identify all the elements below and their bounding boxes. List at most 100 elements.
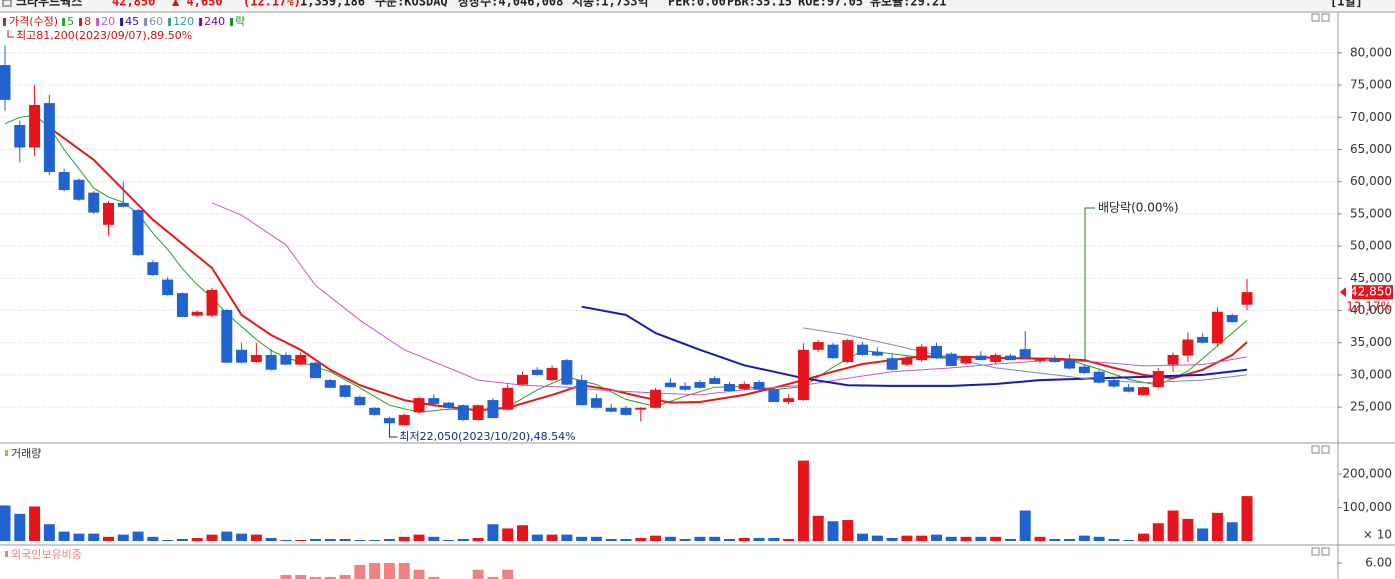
candle-body bbox=[531, 369, 543, 375]
candle-body bbox=[1123, 387, 1135, 392]
candle-body bbox=[753, 382, 765, 390]
candle-body bbox=[295, 354, 307, 365]
candle-body bbox=[310, 362, 321, 379]
bar bbox=[295, 539, 307, 541]
bar bbox=[295, 575, 307, 579]
candle-body bbox=[635, 407, 647, 410]
legend-label: 8 bbox=[84, 15, 91, 28]
bar bbox=[797, 460, 809, 541]
bar bbox=[901, 535, 913, 541]
candle-body bbox=[1064, 360, 1076, 369]
candle-body bbox=[73, 179, 85, 200]
bar bbox=[1078, 535, 1090, 541]
panel-button[interactable] bbox=[1321, 13, 1330, 22]
candle-body bbox=[162, 279, 174, 296]
bar bbox=[812, 515, 824, 541]
candle-body bbox=[354, 396, 366, 406]
candle-body bbox=[724, 383, 735, 392]
bar bbox=[354, 565, 366, 579]
candle-body bbox=[206, 289, 218, 316]
bar bbox=[428, 577, 440, 579]
info-bar bbox=[0, 0, 1395, 11]
bar bbox=[339, 538, 351, 541]
candle-body bbox=[901, 358, 913, 365]
legend-label: 120 bbox=[173, 15, 194, 28]
y-tick-label: 60,000 bbox=[1350, 174, 1392, 188]
candle-body bbox=[236, 349, 248, 363]
candle-body bbox=[783, 398, 795, 402]
y-tick-label: 45,000 bbox=[1350, 271, 1392, 285]
volume: 1,359,186 bbox=[300, 0, 365, 9]
bar bbox=[1226, 522, 1238, 541]
bar bbox=[1004, 538, 1016, 541]
candle-body bbox=[1182, 339, 1194, 356]
candle-body bbox=[694, 382, 706, 388]
bar bbox=[354, 539, 366, 541]
panel-button[interactable] bbox=[1321, 445, 1330, 454]
candle-body bbox=[1093, 371, 1105, 383]
bar bbox=[1108, 538, 1120, 541]
candle-body bbox=[960, 356, 972, 364]
candle-body bbox=[709, 378, 721, 384]
ma-line bbox=[581, 305, 1248, 387]
bar bbox=[871, 535, 883, 541]
checkbox[interactable] bbox=[2, 0, 12, 7]
legend-swatch bbox=[168, 18, 172, 26]
y-tick-label: 25,000 bbox=[1350, 400, 1392, 414]
ma-line bbox=[211, 202, 1248, 396]
candle-body bbox=[250, 354, 262, 363]
panel-button[interactable] bbox=[1311, 13, 1320, 22]
bar bbox=[58, 531, 70, 541]
y-tick-label: 55,000 bbox=[1350, 206, 1392, 220]
candle-body bbox=[650, 389, 662, 408]
bar bbox=[502, 569, 514, 579]
bar bbox=[472, 537, 484, 541]
bar bbox=[176, 538, 188, 541]
candle-body bbox=[590, 398, 602, 408]
bar bbox=[103, 536, 114, 541]
candle-body bbox=[413, 398, 425, 413]
bar bbox=[1123, 539, 1135, 541]
candle-body bbox=[1211, 311, 1223, 344]
legend-swatch bbox=[62, 18, 66, 26]
candle-body bbox=[1226, 315, 1238, 323]
bar bbox=[14, 513, 26, 541]
candle-body bbox=[842, 340, 854, 363]
bar bbox=[679, 538, 691, 541]
legend-swatch bbox=[79, 18, 83, 26]
info-bar-text: 크라우드웍스 42,850 ▲ 4,650 (12.17%) 1,359,186… bbox=[2, 0, 1363, 9]
candle-body bbox=[191, 311, 203, 316]
price: 42,850 bbox=[112, 0, 155, 9]
bar bbox=[724, 538, 735, 541]
legend-swatch bbox=[120, 18, 124, 26]
bar bbox=[1152, 523, 1164, 541]
bar bbox=[265, 537, 277, 541]
panel-buttons bbox=[1311, 13, 1330, 556]
bar bbox=[443, 539, 455, 541]
y-tick-label: 80,000 bbox=[1350, 45, 1392, 59]
legend-swatch bbox=[96, 18, 100, 26]
candle-body bbox=[280, 354, 292, 365]
annotation-arrow bbox=[388, 426, 398, 438]
y-tick-label: 35,000 bbox=[1350, 335, 1392, 349]
period-button[interactable]: [1일] bbox=[1330, 0, 1363, 9]
bar bbox=[29, 506, 41, 541]
bar bbox=[590, 536, 602, 541]
candle-body bbox=[561, 360, 573, 385]
bar bbox=[147, 536, 159, 541]
candle-body bbox=[517, 374, 528, 385]
panel-button[interactable] bbox=[1321, 547, 1330, 556]
bar bbox=[162, 539, 174, 541]
candle-body bbox=[14, 125, 26, 148]
bar bbox=[221, 531, 233, 541]
panel-button[interactable] bbox=[1311, 445, 1320, 454]
bar bbox=[413, 569, 425, 579]
bar bbox=[531, 534, 543, 541]
y-tick-label: 6.00 bbox=[1365, 556, 1392, 570]
candle-body bbox=[812, 342, 824, 350]
legend-label: 20 bbox=[101, 15, 115, 28]
panel-button[interactable] bbox=[1311, 547, 1320, 556]
candle-body bbox=[103, 202, 114, 225]
y-tick-label: 100,000 bbox=[1342, 500, 1392, 514]
candle-body bbox=[221, 309, 233, 363]
